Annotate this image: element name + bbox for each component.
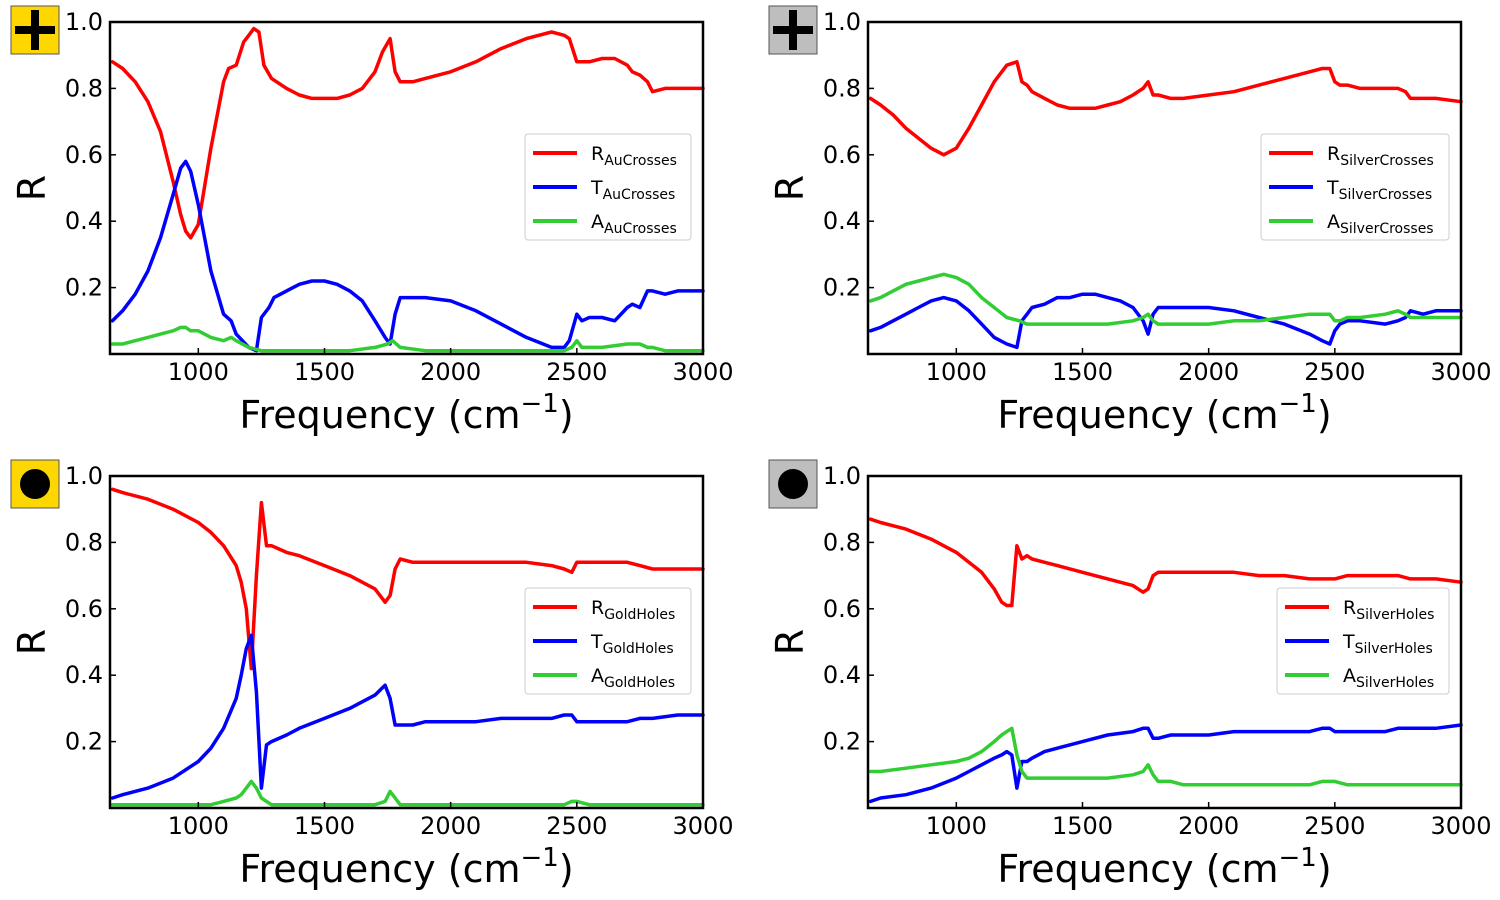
series-line-r-goldholes: [110, 487, 705, 671]
y-tick-label: 0.2: [65, 728, 103, 756]
chart-panel-1: 1000 1500 2000 2500 3000 0.2 0.4 0.6 0.8 1.0 Frequ…: [10, 5, 734, 437]
axes-frame: [866, 20, 1463, 356]
x-tick-label: 3000: [672, 358, 733, 386]
axes-frame: [866, 474, 1463, 810]
series-line-r-silvercrosses: [868, 60, 1463, 157]
panel-badge: [768, 5, 818, 55]
legend-entry-a: AAuCrosses: [591, 211, 677, 237]
legend: RAuCrosses TAuCrosses AAuCrosses: [524, 133, 692, 241]
legend-entry-r: RAuCrosses: [591, 143, 677, 169]
series-line-t-silvercrosses: [868, 292, 1463, 350]
chart-panel-3: 1000 1500 2000 2500 3000 0.2 0.4 0.6 0.8 1.0 Frequ…: [10, 459, 734, 891]
legend-entry-r: RSilverHoles: [1343, 597, 1434, 623]
x-tick-label: 1500: [1052, 812, 1113, 840]
axes-frame: [108, 474, 705, 810]
legend-entry-t: TAuCrosses: [590, 177, 675, 203]
x-axis-label: Frequency (cm−1): [997, 843, 1331, 891]
y-tick-label: 0.4: [65, 661, 103, 689]
y-tick-label: 0.6: [823, 141, 861, 169]
x-tick-label: 2500: [546, 358, 607, 386]
y-tick-label: 0.4: [65, 207, 103, 235]
y-tick-label: 1.0: [65, 8, 103, 36]
cross-icon: [773, 10, 813, 50]
x-tick-label: 1000: [168, 812, 229, 840]
legend-box: [524, 587, 692, 695]
x-tick-label: 3000: [1430, 358, 1491, 386]
legend-entry-t: TSilverHoles: [1342, 631, 1433, 657]
x-tick-label: 2000: [1178, 812, 1239, 840]
x-tick-label: 2500: [1304, 358, 1365, 386]
series-line-t-aucrosses: [110, 159, 705, 353]
legend-entry-a: AGoldHoles: [591, 665, 675, 691]
x-tick-label: 2000: [420, 358, 481, 386]
x-tick-label: 3000: [672, 812, 733, 840]
panel-badge: [10, 459, 60, 509]
legend: RSilverCrosses TSilverCrosses ASilverCross…: [1260, 133, 1450, 241]
legend-entry-r: RSilverCrosses: [1327, 143, 1434, 169]
y-tick-label: 0.8: [823, 528, 861, 556]
y-tick-label: 1.0: [65, 462, 103, 490]
x-tick-label: 2500: [1304, 812, 1365, 840]
y-tick-label: 0.4: [823, 207, 861, 235]
panel-badge: [768, 459, 818, 509]
y-tick-label: 0.8: [65, 528, 103, 556]
y-tick-label: 1.0: [823, 462, 861, 490]
y-tick-label: 0.2: [823, 728, 861, 756]
series-line-t-goldholes: [110, 633, 705, 800]
series-line-a-silvercrosses: [868, 272, 1463, 326]
legend-entry-a: ASilverCrosses: [1327, 211, 1434, 237]
y-tick-label: 0.2: [823, 274, 861, 302]
axes-frame: [108, 20, 705, 356]
legend-entry-t: TSilverCrosses: [1326, 177, 1432, 203]
x-tick-label: 1000: [926, 812, 987, 840]
x-tick-label: 1500: [1052, 358, 1113, 386]
legend-box: [1260, 133, 1450, 241]
x-tick-label: 1500: [294, 358, 355, 386]
legend-entry-r: RGoldHoles: [591, 597, 675, 623]
legend-entry-a: ASilverHoles: [1343, 665, 1434, 691]
series-line-a-silverholes: [868, 726, 1463, 787]
circle-icon: [20, 469, 50, 499]
series-line-a-aucrosses: [110, 325, 705, 353]
x-tick-label: 1000: [168, 358, 229, 386]
x-tick-label: 2000: [1178, 358, 1239, 386]
legend: RSilverHoles TSilverHoles ASilverHoles: [1276, 587, 1450, 695]
x-axis-label: Frequency (cm−1): [997, 389, 1331, 437]
x-tick-label: 2000: [420, 812, 481, 840]
series-line-t-silverholes: [868, 723, 1463, 804]
x-tick-label: 2500: [546, 812, 607, 840]
y-tick-label: 0.6: [65, 595, 103, 623]
y-tick-label: 0.8: [823, 74, 861, 102]
y-tick-label: 0.6: [65, 141, 103, 169]
x-tick-label: 1500: [294, 812, 355, 840]
y-tick-label: 0.8: [65, 74, 103, 102]
y-axis-label: R: [768, 629, 812, 655]
y-axis-label: R: [10, 629, 54, 655]
x-tick-label: 3000: [1430, 812, 1491, 840]
circle-icon: [778, 469, 808, 499]
x-tick-label: 1000: [926, 358, 987, 386]
series-line-r-aucrosses: [110, 26, 705, 240]
x-axis-label: Frequency (cm−1): [239, 389, 573, 437]
legend-entry-t: TGoldHoles: [590, 631, 674, 657]
legend-box: [1276, 587, 1450, 695]
y-axis-label: R: [10, 175, 54, 201]
chart-panel-2: 1000 1500 2000 2500 3000 0.2 0.4 0.6 0.8 1.0 Frequ…: [768, 5, 1492, 437]
y-tick-label: 0.6: [823, 595, 861, 623]
y-tick-label: 0.4: [823, 661, 861, 689]
legend-box: [524, 133, 692, 241]
series-line-r-silverholes: [868, 517, 1463, 608]
x-axis-label: Frequency (cm−1): [239, 843, 573, 891]
legend: RGoldHoles TGoldHoles AGoldHoles: [524, 587, 692, 695]
y-tick-label: 0.2: [65, 274, 103, 302]
y-axis-label: R: [768, 175, 812, 201]
panel-badge: [10, 5, 60, 55]
cross-icon: [15, 10, 55, 50]
y-tick-label: 1.0: [823, 8, 861, 36]
series-line-a-goldholes: [110, 779, 705, 807]
chart-panel-4: 1000 1500 2000 2500 3000 0.2 0.4 0.6 0.8 1.0 Frequ…: [768, 459, 1492, 891]
